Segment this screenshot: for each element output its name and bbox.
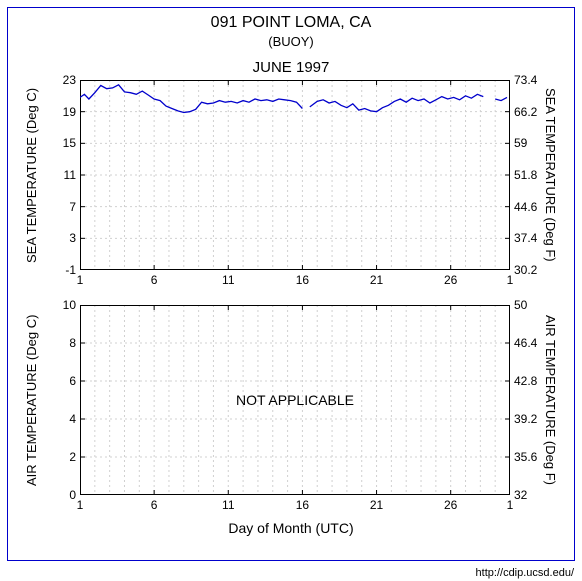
source-url: http://cdip.ucsd.edu/ [476, 567, 574, 579]
tick-label: 35.6 [514, 450, 537, 464]
tick-label: 2 [69, 450, 76, 464]
tick-label: 16 [292, 273, 312, 287]
air-left-axis-label: AIR TEMPERATURE (Deg C) [24, 305, 39, 495]
tick-label: 8 [69, 336, 76, 350]
tick-label: 11 [218, 498, 238, 512]
svg-text:NOT APPLICABLE: NOT APPLICABLE [236, 392, 354, 408]
tick-label: 50 [514, 298, 527, 312]
tick-label: 26 [441, 498, 461, 512]
title-block: 091 POINT LOMA, CA (BUOY) JUNE 1997 [0, 14, 582, 76]
tick-label: 37.4 [514, 231, 537, 245]
tick-label: 3 [69, 231, 76, 245]
tick-label: 1 [70, 498, 90, 512]
air-right-axis-label: AIR TEMPERATURE (Deg F) [543, 305, 558, 495]
tick-label: 6 [144, 498, 164, 512]
tick-label: 15 [63, 136, 76, 150]
tick-label: 26 [441, 273, 461, 287]
tick-label: 11 [218, 273, 238, 287]
sea-temperature-chart [80, 80, 510, 270]
x-axis-label: Day of Month (UTC) [0, 520, 582, 536]
tick-label: 11 [64, 168, 76, 182]
tick-label: 46.4 [514, 336, 537, 350]
tick-label: 4 [69, 412, 76, 426]
tick-label: 73.4 [514, 73, 537, 87]
tick-label: 21 [367, 273, 387, 287]
tick-label: 59 [514, 136, 527, 150]
period-title: JUNE 1997 [0, 59, 582, 76]
tick-label: 66.2 [514, 105, 537, 119]
tick-label: 1 [70, 273, 90, 287]
tick-label: 21 [367, 498, 387, 512]
tick-label: 51.8 [514, 168, 537, 182]
tick-label: 6 [144, 273, 164, 287]
figure-container: 091 POINT LOMA, CA (BUOY) JUNE 1997 SEA … [0, 0, 582, 581]
tick-label: 16 [292, 498, 312, 512]
tick-label: 1 [500, 273, 520, 287]
tick-label: 10 [63, 298, 76, 312]
sea-left-axis-label: SEA TEMPERATURE (Deg C) [24, 80, 39, 270]
air-temperature-chart: NOT APPLICABLE [80, 305, 510, 495]
tick-label: 7 [69, 200, 76, 214]
tick-label: 6 [69, 374, 76, 388]
tick-label: 44.6 [514, 200, 537, 214]
station-title: 091 POINT LOMA, CA [0, 14, 582, 32]
station-subtitle: (BUOY) [0, 34, 582, 49]
sea-right-axis-label: SEA TEMPERATURE (Deg F) [543, 80, 558, 270]
tick-label: 39.2 [514, 412, 537, 426]
tick-label: 19 [63, 105, 76, 119]
tick-label: 42.8 [514, 374, 537, 388]
tick-label: 1 [500, 498, 520, 512]
tick-label: 23 [63, 73, 76, 87]
